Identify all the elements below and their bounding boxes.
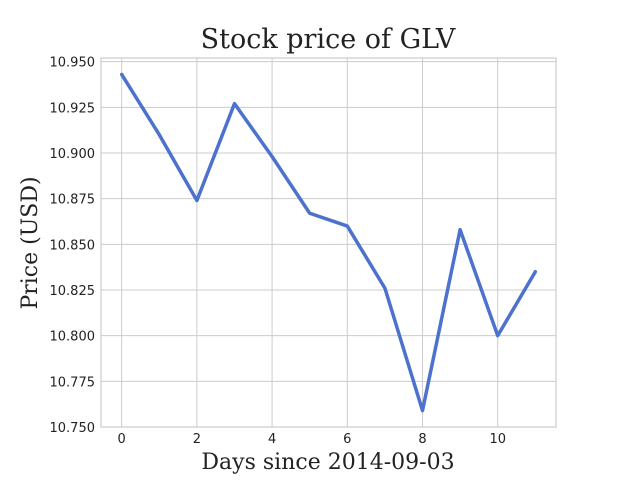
x-tick-label: 6 xyxy=(343,432,351,447)
x-axis-label: Days since 2014-09-03 xyxy=(201,450,454,475)
y-axis-ticks: 10.750 10.775 10.800 10.825 10.850 10.875 10.9… xyxy=(50,56,96,436)
y-tick-label: 10.775 xyxy=(50,375,96,390)
y-tick-label: 10.925 xyxy=(50,101,96,116)
y-tick-label: 10.900 xyxy=(50,147,96,162)
chart-title: Stock price of GLV xyxy=(201,24,456,55)
y-tick-label: 10.825 xyxy=(50,284,96,299)
y-tick-label: 10.800 xyxy=(50,330,96,345)
y-tick-label: 10.750 xyxy=(50,421,96,436)
grid-lines xyxy=(101,58,556,428)
series-line-0 xyxy=(119,72,538,413)
x-tick-label: 4 xyxy=(268,432,276,447)
y-axis-label: Price (USD) xyxy=(18,176,43,309)
x-axis-ticks: 0 2 4 6 8 10 xyxy=(118,432,506,447)
plot-frame xyxy=(100,57,557,428)
series-layer xyxy=(119,72,538,413)
y-tick-label: 10.850 xyxy=(50,238,96,253)
x-tick-label: 2 xyxy=(193,432,201,447)
x-tick-label: 0 xyxy=(118,432,126,447)
y-tick-label: 10.875 xyxy=(50,193,96,208)
y-tick-label: 10.950 xyxy=(50,56,96,71)
x-tick-label: 10 xyxy=(489,432,506,447)
x-tick-label: 8 xyxy=(418,432,426,447)
